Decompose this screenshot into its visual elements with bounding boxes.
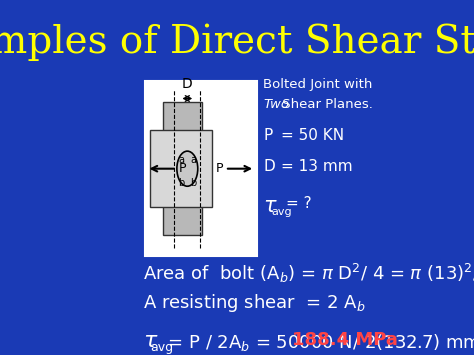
Text: = ?: = ? [286, 196, 312, 211]
Text: Bolted Joint with: Bolted Joint with [263, 78, 373, 91]
Text: $\tau$: $\tau$ [263, 196, 278, 216]
Text: b: b [178, 178, 184, 188]
Text: = 50 KN: = 50 KN [281, 128, 344, 143]
Text: $\tau$: $\tau$ [143, 331, 158, 351]
Circle shape [177, 151, 198, 186]
Text: 188.4 MPa: 188.4 MPa [292, 331, 398, 349]
Text: A resisting shear  = 2 A$_b$: A resisting shear = 2 A$_b$ [143, 292, 365, 314]
FancyBboxPatch shape [150, 130, 212, 207]
Text: a: a [191, 155, 197, 165]
Text: Area of  bolt (A$_b$) = $\pi$ D$^2$/ 4 = $\pi$ (13)$^2$/ 4 = 132.7 mm$^2$: Area of bolt (A$_b$) = $\pi$ D$^2$/ 4 = … [143, 262, 474, 285]
Text: = 13 mm: = 13 mm [281, 159, 353, 174]
Text: a: a [178, 155, 184, 165]
Text: Two: Two [263, 98, 289, 111]
Text: D: D [182, 77, 193, 92]
Text: P: P [215, 162, 223, 175]
Text: P: P [179, 162, 186, 175]
Text: Shear Planes.: Shear Planes. [278, 98, 373, 111]
Text: P: P [263, 128, 273, 143]
Text: avg: avg [272, 207, 292, 218]
Text: = P / 2A$_b$ = 50000 N/ 2(132.7) mm$^2$ =: = P / 2A$_b$ = 50000 N/ 2(132.7) mm$^2$ … [162, 331, 474, 354]
Text: avg: avg [150, 342, 173, 354]
FancyBboxPatch shape [163, 172, 202, 235]
FancyBboxPatch shape [163, 102, 202, 165]
Text: b: b [191, 178, 197, 188]
Text: Examples of Direct Shear Stress: Examples of Direct Shear Stress [0, 24, 474, 61]
FancyBboxPatch shape [145, 81, 257, 256]
Text: D: D [263, 159, 275, 174]
